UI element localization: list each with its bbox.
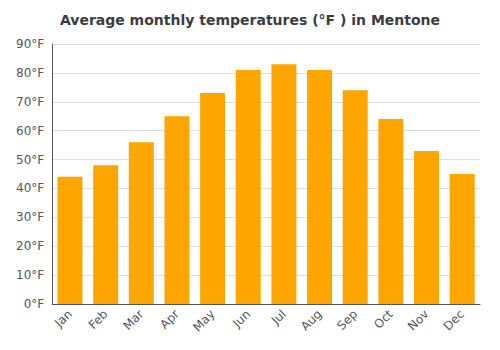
svg-text:Aug: Aug	[298, 307, 324, 333]
svg-text:50°F: 50°F	[16, 153, 44, 167]
svg-text:60°F: 60°F	[16, 124, 44, 138]
svg-text:Jul: Jul	[268, 307, 289, 328]
svg-text:May: May	[190, 307, 217, 334]
svg-text:Sep: Sep	[334, 307, 360, 333]
svg-text:Oct: Oct	[371, 307, 396, 332]
svg-text:80°F: 80°F	[16, 66, 44, 80]
svg-text:40°F: 40°F	[16, 181, 44, 195]
svg-text:10°F: 10°F	[16, 268, 44, 282]
svg-text:20°F: 20°F	[16, 239, 44, 253]
svg-text:Average monthly temperatures (: Average monthly temperatures (°F ) in Me…	[60, 12, 440, 28]
svg-text:Nov: Nov	[405, 307, 431, 333]
svg-text:Feb: Feb	[86, 307, 111, 332]
svg-text:Jan: Jan	[51, 307, 75, 331]
svg-text:Dec: Dec	[441, 307, 467, 333]
svg-text:Apr: Apr	[157, 307, 182, 332]
svg-text:Mar: Mar	[120, 307, 146, 333]
svg-text:0°F: 0°F	[24, 297, 45, 311]
svg-text:Jun: Jun	[229, 307, 253, 331]
svg-text:30°F: 30°F	[16, 210, 44, 224]
svg-text:70°F: 70°F	[16, 95, 44, 109]
svg-text:90°F: 90°F	[16, 37, 44, 51]
